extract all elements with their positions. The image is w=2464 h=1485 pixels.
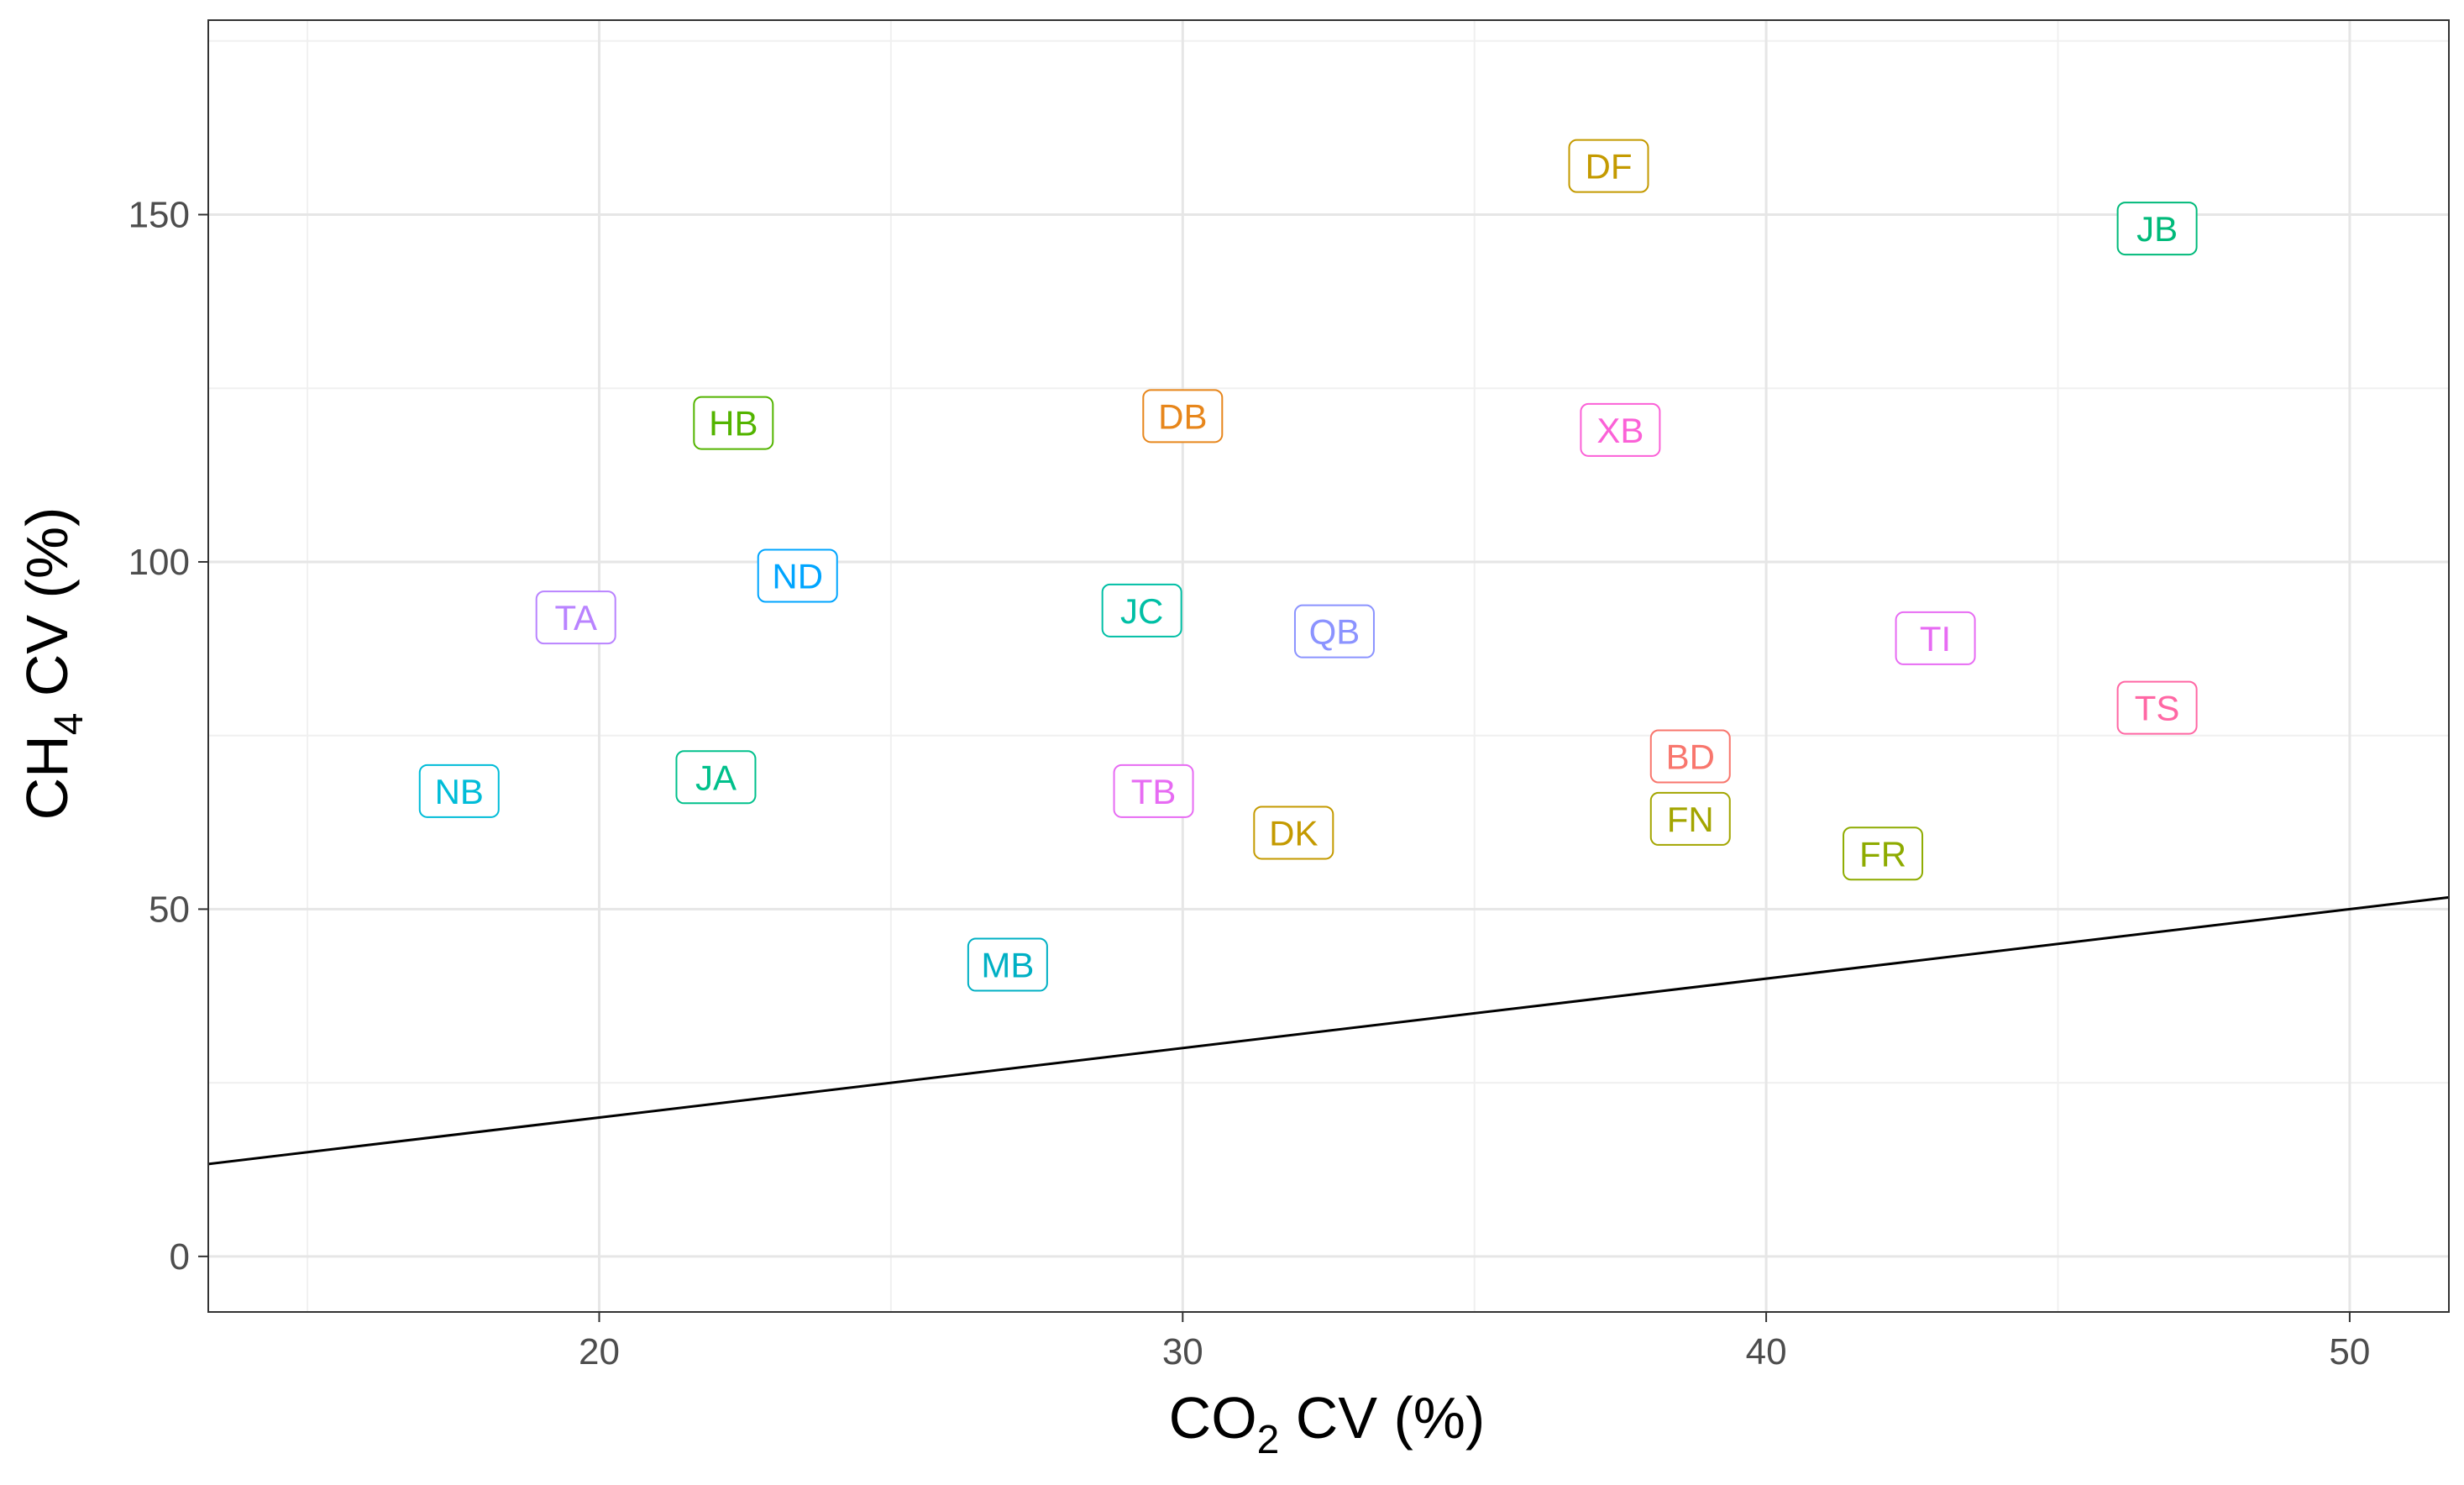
point-label-box bbox=[1142, 389, 1224, 443]
point-label-text: JA bbox=[695, 758, 737, 797]
point-label-box bbox=[693, 396, 774, 450]
x-tick-label: 50 bbox=[2329, 1331, 2370, 1372]
point-labels-layer: DF JB DB HB XB ND TA JC QB TI TS BD JA NB TB FN DK FR MB bbox=[418, 139, 2198, 992]
minor-gridlines bbox=[208, 20, 2449, 1312]
point-label-box bbox=[1113, 763, 1194, 818]
point-label-box bbox=[967, 937, 1048, 992]
point-label-nd: ND bbox=[757, 548, 838, 603]
point-label-text: JB bbox=[2136, 209, 2178, 249]
point-label-ta: TA bbox=[535, 590, 616, 645]
x-tick-label: 30 bbox=[1162, 1331, 1203, 1372]
point-label-text: ND bbox=[772, 557, 823, 596]
point-label-box bbox=[535, 590, 616, 645]
point-label-text: TA bbox=[554, 598, 597, 638]
point-label-text: JC bbox=[1120, 591, 1163, 631]
point-label-text: HB bbox=[709, 404, 758, 443]
point-label-qb: QB bbox=[1293, 604, 1375, 659]
point-label-ja: JA bbox=[675, 750, 757, 805]
point-label-text: MB bbox=[981, 946, 1034, 985]
reference-line-layer bbox=[207, 895, 2450, 1166]
point-label-box bbox=[1568, 139, 1649, 193]
point-label-box bbox=[2116, 680, 2198, 735]
point-label-text: TS bbox=[2135, 689, 2180, 728]
point-label-mb: MB bbox=[967, 937, 1048, 992]
y-axis-title: CH4 CV (%) bbox=[14, 507, 92, 821]
point-label-db: DB bbox=[1142, 389, 1224, 443]
point-label-text: BD bbox=[1666, 737, 1715, 776]
point-label-box bbox=[675, 750, 757, 805]
point-label-ti: TI bbox=[1895, 611, 1976, 665]
point-label-box bbox=[1253, 805, 1334, 860]
point-label-text: DF bbox=[1586, 147, 1633, 186]
y-tick-label: 50 bbox=[149, 889, 190, 930]
point-label-df: DF bbox=[1568, 139, 1649, 193]
point-label-box bbox=[1649, 791, 1731, 846]
x-tick-label: 20 bbox=[579, 1331, 620, 1372]
y-axis-title-main: CH bbox=[14, 735, 80, 820]
y-axis-ticks: 0 50 100 150 bbox=[128, 195, 208, 1278]
point-label-bd: BD bbox=[1649, 729, 1731, 784]
point-label-text: TB bbox=[1131, 772, 1177, 811]
y-tick-label: 100 bbox=[128, 542, 190, 583]
point-label-xb: XB bbox=[1580, 402, 1661, 457]
point-label-box bbox=[1895, 611, 1976, 665]
x-axis-title: CO2 CV (%) bbox=[1169, 1385, 1486, 1462]
point-label-text: FN bbox=[1667, 800, 1714, 839]
point-label-dk: DK bbox=[1253, 805, 1334, 860]
point-label-text: XB bbox=[1596, 411, 1644, 450]
x-axis-title-rest: CV (%) bbox=[1279, 1385, 1485, 1451]
point-label-nb: NB bbox=[418, 763, 500, 818]
point-label-box bbox=[757, 548, 838, 603]
point-label-box bbox=[1843, 826, 1924, 881]
x-axis-title-main: CO bbox=[1169, 1385, 1257, 1451]
point-label-box bbox=[418, 763, 500, 818]
point-label-hb: HB bbox=[693, 396, 774, 450]
reference-line bbox=[207, 895, 2450, 1166]
point-label-fn: FN bbox=[1649, 791, 1731, 846]
point-label-text: DK bbox=[1269, 813, 1318, 853]
y-axis-title-rest: CV (%) bbox=[14, 507, 80, 713]
x-axis-title-subscript: 2 bbox=[1257, 1418, 1280, 1462]
major-gridlines bbox=[208, 20, 2449, 1312]
point-label-box bbox=[1293, 604, 1375, 659]
point-label-fr: FR bbox=[1843, 826, 1924, 881]
y-tick-label: 0 bbox=[170, 1236, 190, 1278]
point-label-box bbox=[1101, 583, 1182, 638]
y-tick-label: 150 bbox=[128, 195, 190, 236]
point-label-text: TI bbox=[1920, 619, 1951, 659]
point-label-box bbox=[2116, 202, 2198, 256]
x-axis-ticks: 20 30 40 50 bbox=[579, 1312, 2370, 1372]
point-label-box bbox=[1649, 729, 1731, 784]
point-label-text: FR bbox=[1859, 834, 1906, 874]
panel-border bbox=[207, 19, 2450, 1313]
point-label-text: QB bbox=[1309, 612, 1360, 652]
x-tick-label: 40 bbox=[1746, 1331, 1787, 1372]
point-label-jc: JC bbox=[1101, 583, 1182, 638]
y-axis-title-subscript: 4 bbox=[47, 713, 92, 736]
point-label-box bbox=[1580, 402, 1661, 457]
point-label-jb: JB bbox=[2116, 202, 2198, 256]
point-label-text: NB bbox=[435, 772, 484, 811]
point-label-ts: TS bbox=[2116, 680, 2198, 735]
point-label-text: DB bbox=[1158, 396, 1207, 436]
point-label-tb: TB bbox=[1113, 763, 1194, 818]
